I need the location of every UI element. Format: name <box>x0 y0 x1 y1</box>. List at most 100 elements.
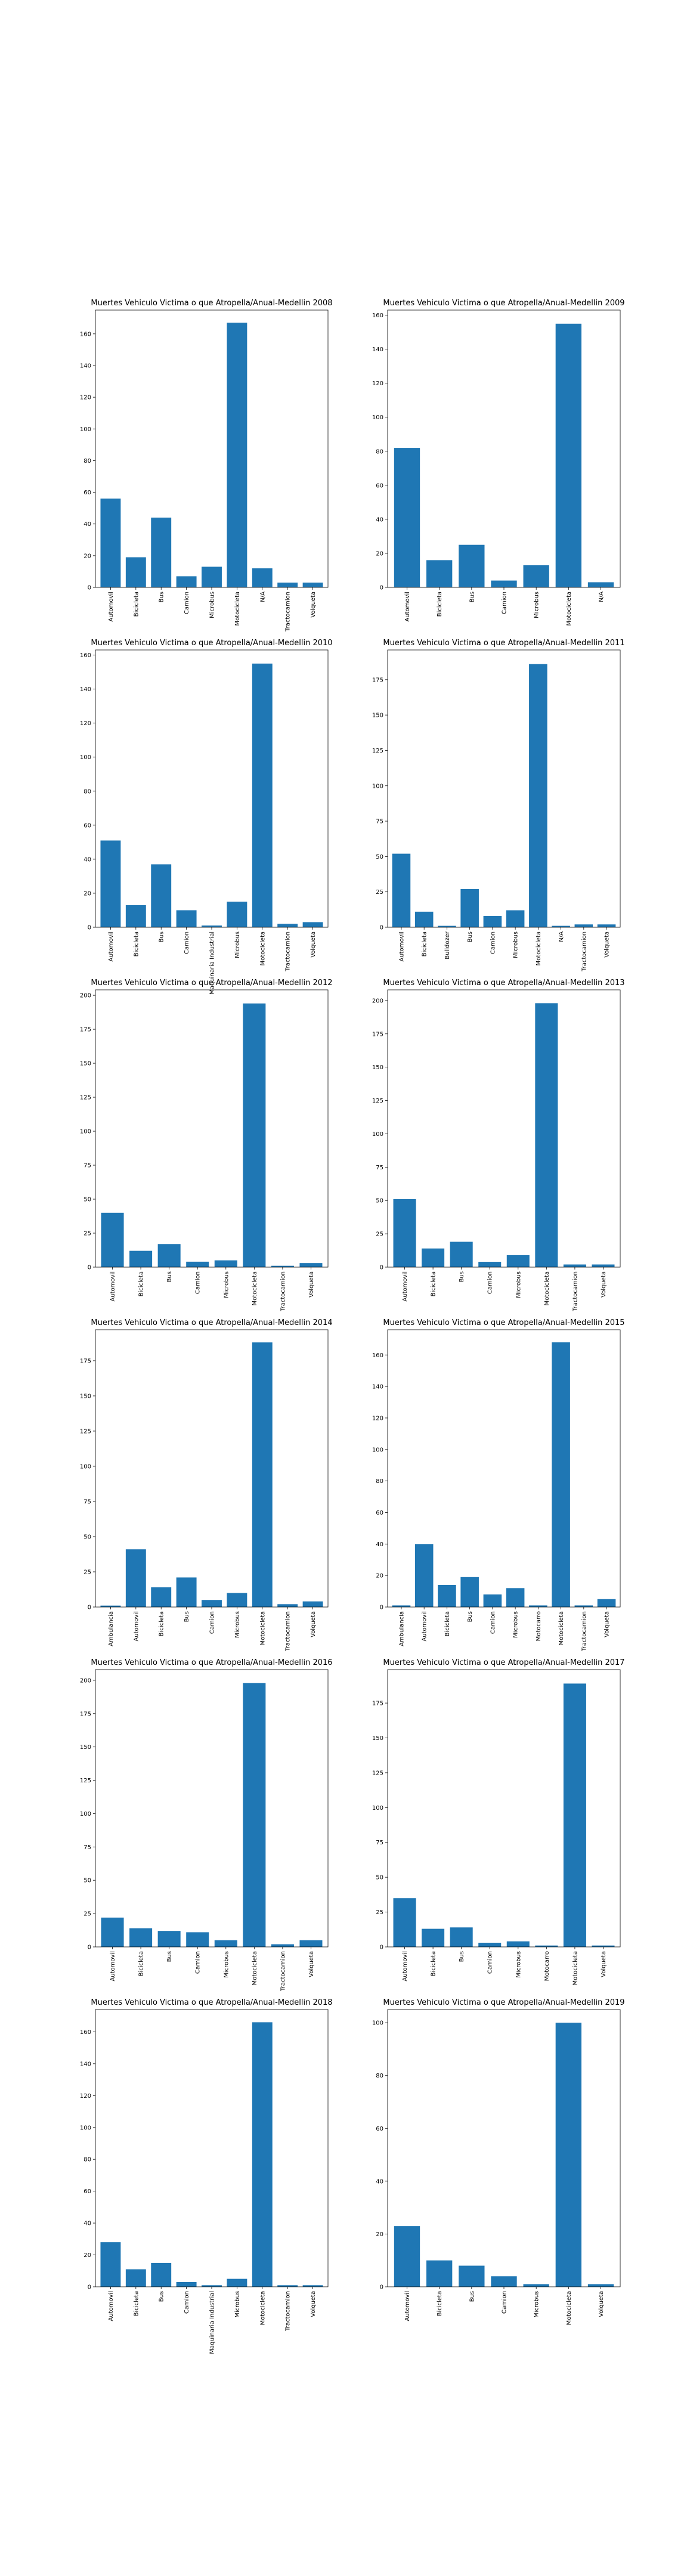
x-tick-label: Volqueta <box>310 2291 317 2317</box>
bar-automovil <box>392 853 411 927</box>
x-tick-label: Motocarro <box>544 1951 550 1981</box>
x-tick-label: Bus <box>159 2291 165 2302</box>
bar-motocicleta <box>529 664 547 927</box>
bar-bus <box>157 1931 181 1947</box>
x-tick-label: Microbus <box>209 592 216 618</box>
y-tick-label: 150 <box>80 1393 91 1400</box>
x-tick-label: Camion <box>184 592 190 614</box>
x-tick-label: Tractocamion <box>285 1611 292 1652</box>
y-tick-label: 20 <box>376 550 383 557</box>
x-tick-label: Tractocamion <box>285 2291 292 2332</box>
y-tick-label: 80 <box>376 1478 383 1485</box>
x-tick-label: Motocicleta <box>259 1611 266 1646</box>
x-tick-label: Automovil <box>402 1951 409 1981</box>
x-tick-label: Bicicleta <box>431 1951 437 1976</box>
bar-bicicleta <box>151 1587 172 1607</box>
y-tick-label: 80 <box>83 458 91 465</box>
bar-microbus <box>214 1940 237 1947</box>
bar-volqueta <box>587 2284 614 2287</box>
chart-title: Muertes Vehiculo Victima o que Atropella… <box>91 1998 332 2007</box>
y-tick-label: 0 <box>88 1945 91 1951</box>
bar-volqueta <box>592 1945 615 1947</box>
x-tick-label: Camion <box>487 1271 494 1294</box>
y-tick-label: 140 <box>80 2061 91 2067</box>
bar-tractocamion <box>271 1265 294 1267</box>
x-tick-label: Microbus <box>515 1271 522 1298</box>
x-tick-label: Ambulancia <box>398 1611 405 1646</box>
x-tick-label: Bus <box>459 1951 465 1962</box>
x-tick-label: N/A <box>558 931 565 942</box>
bar-microbus <box>227 1593 247 1607</box>
y-tick-label: 125 <box>80 1095 91 1101</box>
y-tick-label: 25 <box>83 1911 91 1918</box>
y-tick-label: 160 <box>372 312 383 319</box>
x-tick-label: Camion <box>487 1951 494 1974</box>
bar-bus <box>460 888 479 927</box>
y-tick-label: 40 <box>83 521 91 528</box>
bar-camion <box>176 2281 197 2287</box>
bar-motocicleta <box>252 663 273 927</box>
y-tick-label: 200 <box>80 1677 91 1684</box>
y-tick-label: 60 <box>376 1510 383 1516</box>
bar-bicicleta <box>426 2260 453 2287</box>
y-tick-label: 25 <box>83 1569 91 1575</box>
y-tick-label: 50 <box>83 1197 91 1203</box>
y-tick-label: 175 <box>372 677 383 683</box>
x-tick-label: Camion <box>184 931 190 954</box>
x-tick-label: Motocicleta <box>572 1951 578 1986</box>
x-tick-label: Motocicleta <box>566 2291 572 2326</box>
y-tick-label: 75 <box>83 1163 91 1169</box>
y-tick-label: 75 <box>376 819 383 825</box>
bar-motocarro <box>535 1945 558 1947</box>
bar-volqueta <box>592 1264 615 1267</box>
subplot-6: Muertes Vehiculo Victima o que Atropella… <box>372 979 625 1312</box>
y-tick-label: 100 <box>80 2125 91 2131</box>
x-tick-label: Automovil <box>422 1611 428 1642</box>
x-tick-label: Bicicleta <box>437 592 443 617</box>
y-tick-label: 60 <box>376 482 383 489</box>
chart-title: Muertes Vehiculo Victima o que Atropella… <box>91 1658 332 1667</box>
bar-motocicleta <box>243 1683 266 1947</box>
chart-title: Muertes Vehiculo Victima o que Atropella… <box>383 299 624 308</box>
bar-bus <box>157 1244 181 1267</box>
y-tick-label: 150 <box>372 1064 383 1071</box>
x-tick-label: Bicicleta <box>422 931 428 956</box>
y-tick-label: 0 <box>88 1605 91 1611</box>
y-tick-label: 100 <box>80 1463 91 1470</box>
bar-bicicleta <box>426 560 453 587</box>
bar-microbus <box>214 1260 237 1267</box>
subplot-11: Muertes Vehiculo Victima o que Atropella… <box>80 1998 333 2354</box>
x-tick-label: Bicicleta <box>444 1611 451 1636</box>
bar-bus <box>450 1927 473 1947</box>
y-tick-label: 120 <box>372 380 383 387</box>
x-tick-label: Volqueta <box>310 931 317 958</box>
x-tick-label: Microbus <box>534 2291 540 2318</box>
y-tick-label: 0 <box>380 585 383 592</box>
bar-automovil <box>393 1199 416 1267</box>
y-tick-label: 100 <box>372 783 383 789</box>
x-tick-label: Bus <box>184 1611 190 1622</box>
x-tick-label: Bus <box>467 931 474 942</box>
x-tick-label: Bus <box>467 1611 474 1622</box>
x-tick-label: Volqueta <box>308 1951 315 1977</box>
y-tick-label: 50 <box>376 1875 383 1881</box>
y-tick-label: 100 <box>80 1811 91 1818</box>
x-tick-label: Bus <box>159 931 165 942</box>
x-tick-label: Camion <box>209 1611 216 1634</box>
y-tick-label: 0 <box>380 925 383 931</box>
x-tick-label: Camion <box>184 2291 190 2314</box>
y-tick-label: 50 <box>83 1878 91 1884</box>
bar-motocarro <box>529 1605 547 1607</box>
x-tick-label: Microbus <box>534 592 540 618</box>
bar-bus <box>151 2262 172 2287</box>
y-tick-label: 40 <box>376 516 383 523</box>
y-tick-label: 20 <box>83 890 91 897</box>
bar-bicicleta <box>125 905 146 927</box>
bar-bus <box>151 864 172 927</box>
chart-title: Muertes Vehiculo Victima o que Atropella… <box>383 1318 624 1327</box>
x-tick-label: Automovil <box>108 2291 114 2321</box>
x-tick-label: Volqueta <box>601 1271 607 1298</box>
y-tick-label: 80 <box>376 448 383 455</box>
bar-automovil <box>101 1212 124 1267</box>
